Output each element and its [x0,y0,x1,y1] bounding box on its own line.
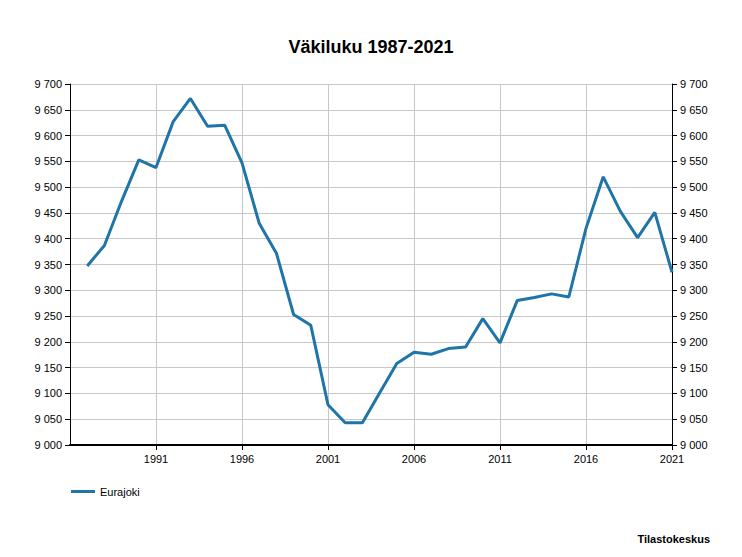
svg-text:9 350: 9 350 [34,259,62,271]
svg-text:9 000: 9 000 [34,439,62,451]
svg-text:9 500: 9 500 [34,181,62,193]
svg-text:9 650: 9 650 [680,104,708,116]
svg-text:9 050: 9 050 [34,413,62,425]
svg-text:2016: 2016 [574,453,598,465]
svg-text:9 500: 9 500 [680,181,708,193]
svg-text:9 550: 9 550 [680,155,708,167]
svg-text:9 200: 9 200 [680,336,708,348]
svg-text:9 600: 9 600 [34,130,62,142]
svg-text:2006: 2006 [402,453,426,465]
svg-text:9 450: 9 450 [34,207,62,219]
svg-text:9 700: 9 700 [680,78,708,90]
svg-text:Väkiluku 1987-2021: Väkiluku 1987-2021 [288,37,453,57]
svg-text:9 300: 9 300 [680,284,708,296]
svg-text:9 150: 9 150 [680,362,708,374]
svg-text:9 250: 9 250 [34,310,62,322]
svg-text:2011: 2011 [488,453,512,465]
svg-text:9 100: 9 100 [34,387,62,399]
svg-text:9 050: 9 050 [680,413,708,425]
svg-text:9 550: 9 550 [34,155,62,167]
svg-text:9 100: 9 100 [680,387,708,399]
svg-text:2021: 2021 [660,453,684,465]
svg-text:9 350: 9 350 [680,259,708,271]
svg-text:9 250: 9 250 [680,310,708,322]
svg-text:Eurajoki: Eurajoki [100,486,140,498]
svg-text:1991: 1991 [144,453,168,465]
svg-text:9 400: 9 400 [680,233,708,245]
svg-text:9 650: 9 650 [34,104,62,116]
svg-text:Tilastokeskus: Tilastokeskus [637,533,710,545]
svg-text:9 300: 9 300 [34,284,62,296]
svg-text:9 150: 9 150 [34,362,62,374]
svg-text:9 400: 9 400 [34,233,62,245]
svg-text:9 450: 9 450 [680,207,708,219]
svg-text:1996: 1996 [230,453,254,465]
svg-text:9 000: 9 000 [680,439,708,451]
svg-text:2001: 2001 [316,453,340,465]
svg-text:9 700: 9 700 [34,78,62,90]
svg-text:9 200: 9 200 [34,336,62,348]
svg-text:9 600: 9 600 [680,130,708,142]
